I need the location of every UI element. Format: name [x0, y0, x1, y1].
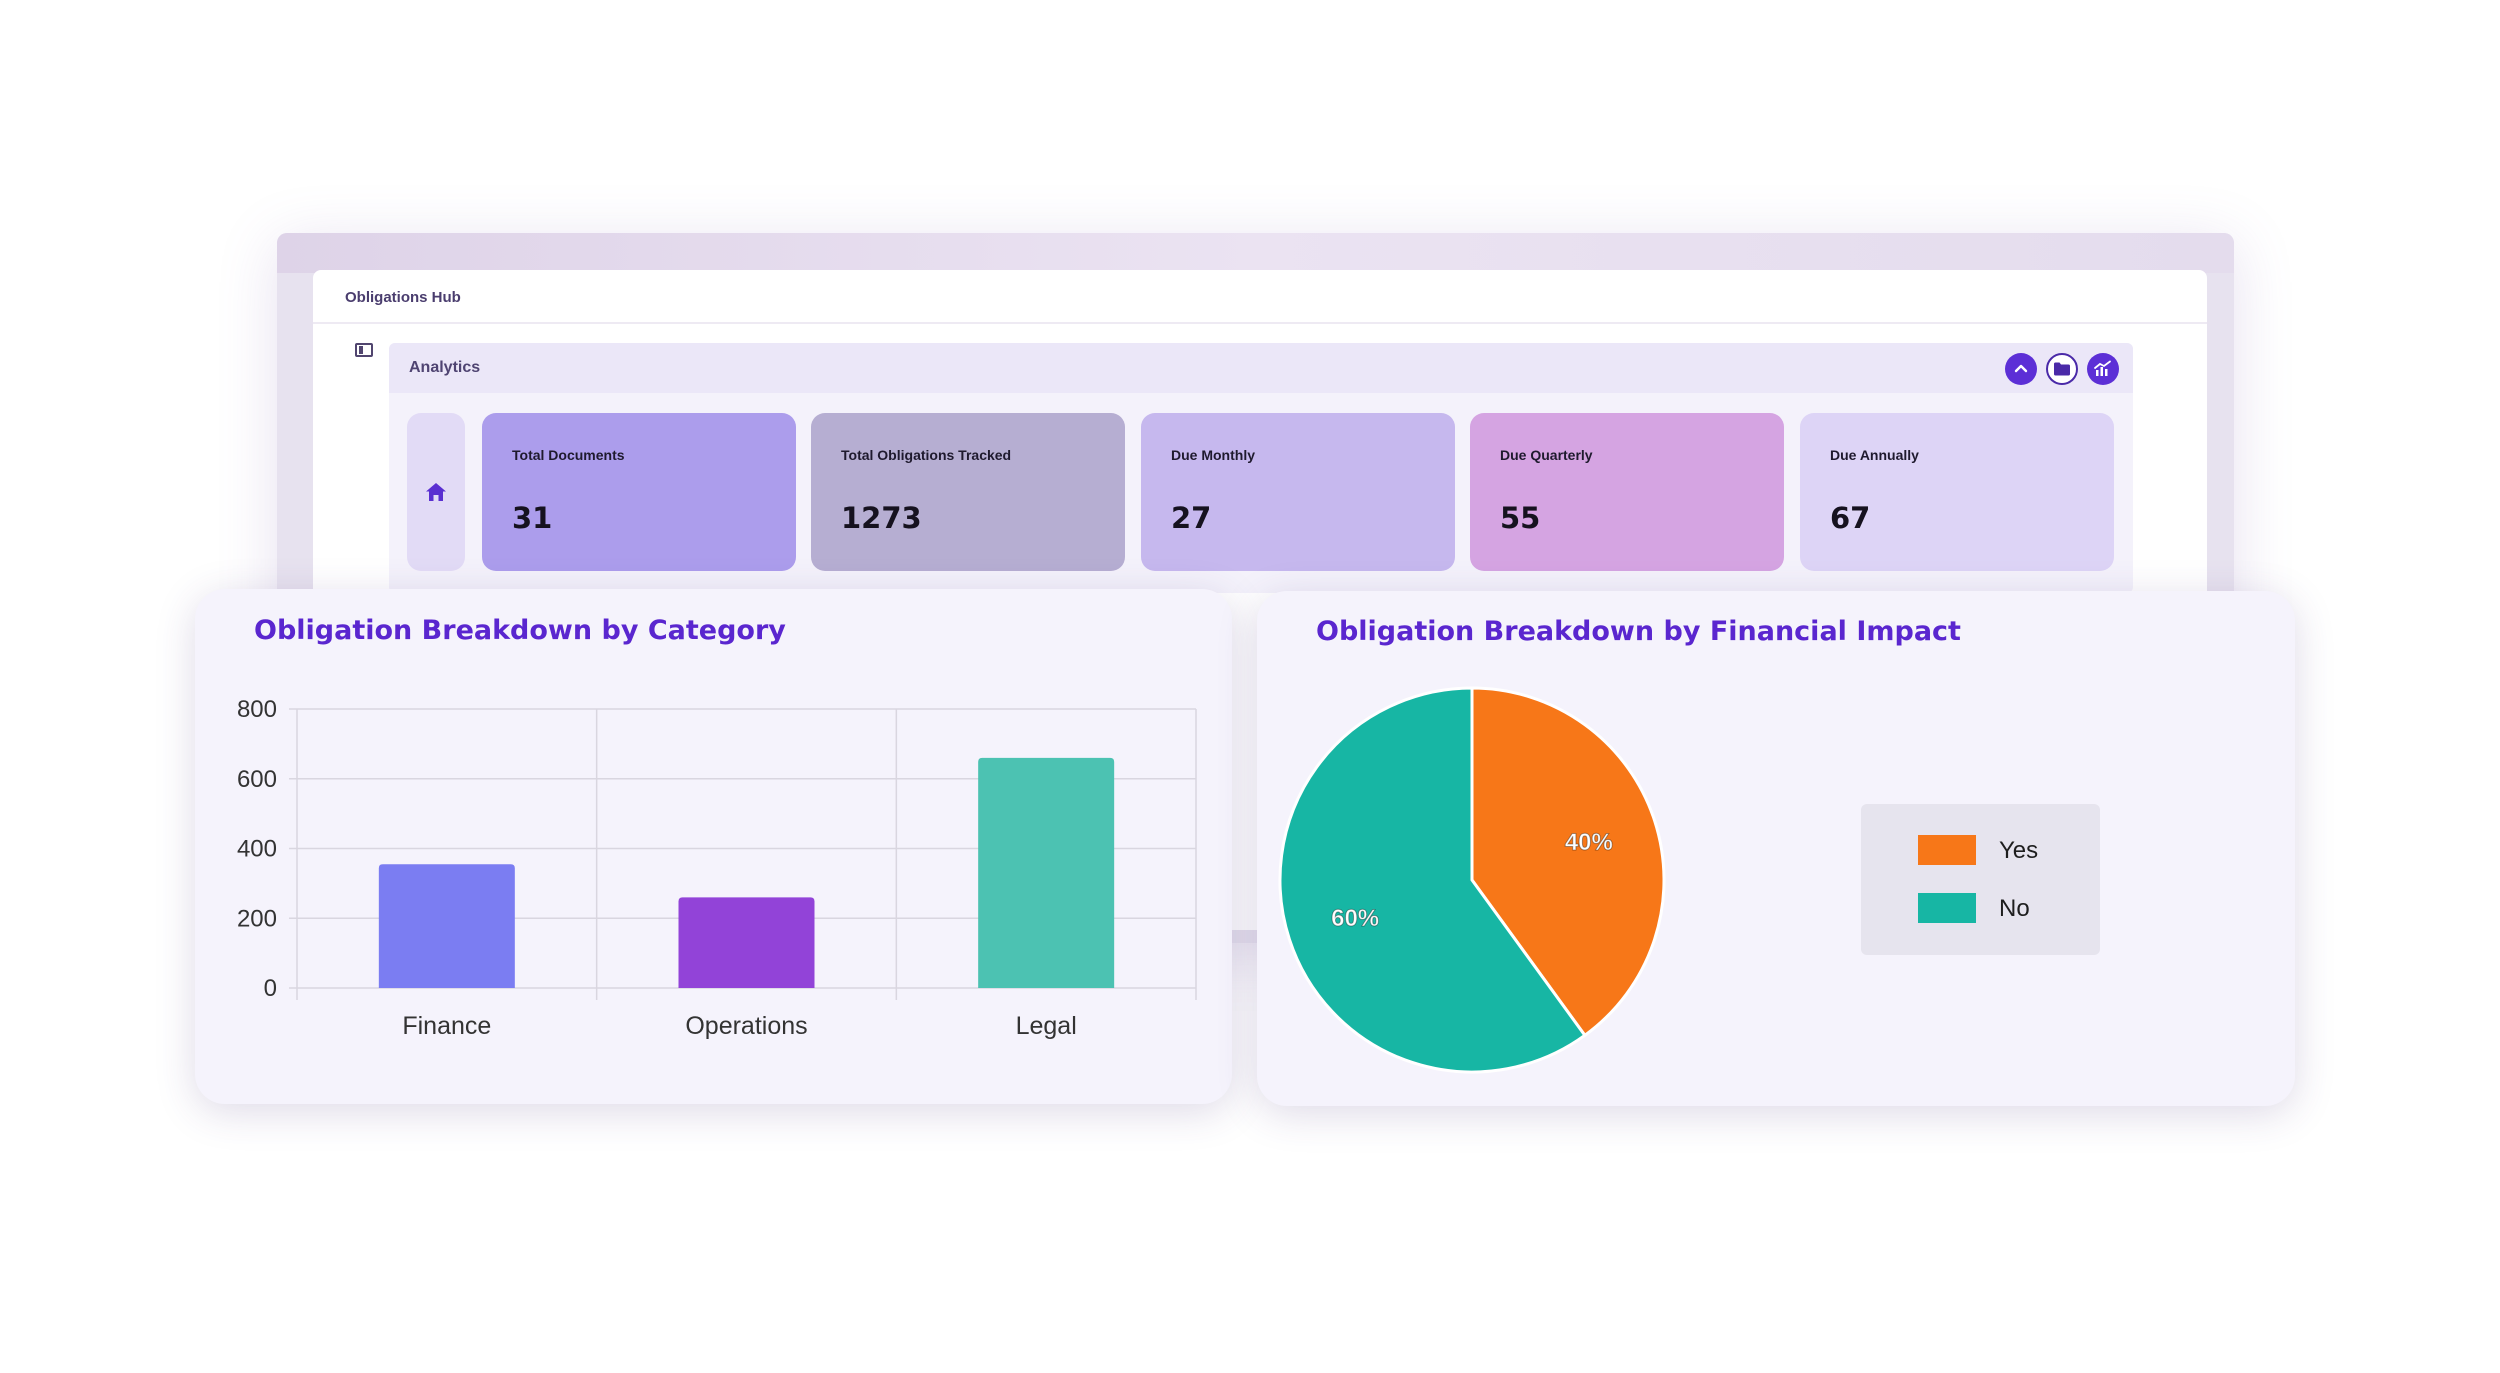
- pie-value-label: 60%: [1331, 905, 1379, 932]
- app-title: Obligations Hub: [345, 289, 461, 306]
- app-topbar: Obligations Hub: [313, 270, 2207, 324]
- home-button[interactable]: [407, 413, 465, 571]
- bar-legal[interactable]: [978, 757, 1115, 988]
- stat-label: Due Annually: [1830, 447, 1919, 463]
- stat-card-due-annually[interactable]: Due Annually 67: [1800, 413, 2114, 571]
- pie-legend: Yes No: [1861, 804, 2100, 955]
- stat-label: Total Documents: [512, 447, 625, 463]
- collapse-button[interactable]: [2005, 353, 2037, 385]
- folder-icon: [2054, 362, 2070, 376]
- stat-value: 1273: [841, 501, 922, 535]
- bar-finance[interactable]: [378, 864, 515, 988]
- legend-label: No: [1999, 895, 2030, 922]
- stat-card-due-monthly[interactable]: Due Monthly 27: [1141, 413, 1455, 571]
- home-icon: [426, 483, 446, 501]
- pie-chart: 40% 60%: [1278, 686, 1666, 1074]
- legend-swatch: [1918, 835, 1976, 865]
- stat-label: Due Quarterly: [1500, 447, 1593, 463]
- chart-icon: [2094, 360, 2111, 376]
- x-tick-label: Finance: [402, 1012, 491, 1040]
- stat-value: 67: [1830, 501, 1871, 535]
- stat-value: 55: [1500, 501, 1541, 535]
- pie-slice-no[interactable]: [1278, 686, 1587, 1074]
- y-tick-label: 200: [237, 905, 277, 932]
- y-tick-label: 600: [237, 766, 277, 793]
- chevron-up-icon: [2014, 364, 2028, 373]
- analytics-button[interactable]: [2087, 353, 2119, 385]
- category-chart-card: Obligation Breakdown by Category 0 200 400…: [195, 589, 1232, 1104]
- folder-button[interactable]: [2046, 353, 2078, 385]
- y-tick-label: 400: [237, 836, 277, 863]
- x-tick-label: Operations: [685, 1012, 807, 1040]
- bar-chart: 0 200 400 600 800 Finance Operations Legal: [237, 696, 1197, 1040]
- x-tick-label: Legal: [1016, 1012, 1077, 1040]
- impact-chart-card: Obligation Breakdown by Financial Impact…: [1257, 591, 2295, 1106]
- legend-label: Yes: [1999, 837, 2039, 864]
- y-tick-label: 800: [237, 696, 277, 723]
- pie-slice-yes[interactable]: [1470, 686, 1666, 1038]
- bar-operations[interactable]: [678, 897, 815, 988]
- impact-chart-title: Obligation Breakdown by Financial Impact: [1316, 616, 1961, 647]
- y-tick-label: 0: [264, 975, 277, 1002]
- section-title: Analytics: [409, 359, 481, 376]
- analytics-header: Analytics: [389, 343, 2133, 393]
- stat-card-due-quarterly[interactable]: Due Quarterly 55: [1470, 413, 1784, 571]
- category-chart-title: Obligation Breakdown by Category: [254, 615, 786, 646]
- stat-label: Total Obligations Tracked: [841, 447, 1012, 463]
- stat-label: Due Monthly: [1171, 447, 1255, 463]
- stat-value: 27: [1171, 501, 1212, 535]
- pie-value-label: 40%: [1565, 829, 1613, 856]
- sidebar-toggle-icon[interactable]: [355, 343, 373, 357]
- stat-value: 31: [512, 501, 553, 535]
- legend-swatch: [1918, 893, 1976, 923]
- stat-card-total-documents[interactable]: Total Documents 31: [482, 413, 796, 571]
- stat-card-total-obligations[interactable]: Total Obligations Tracked 1273: [811, 413, 1125, 571]
- analytics-panel: Analytics: [389, 343, 2133, 593]
